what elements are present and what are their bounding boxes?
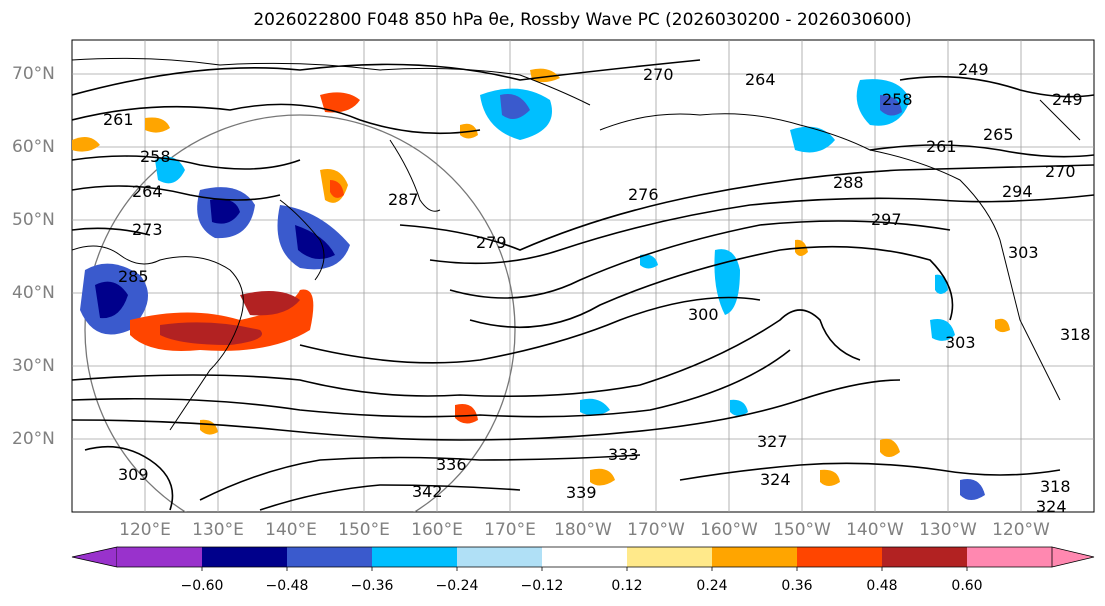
lon-label: 170°W [627, 520, 685, 540]
colorbar-tick-label: 0.60 [951, 578, 983, 594]
colorbar-segment [627, 547, 712, 567]
lat-label: 70°N [12, 64, 55, 84]
contour-label: 300 [688, 305, 719, 324]
contour-labels: 270 264 249 258 261 261 265 249 258 264 … [103, 60, 1091, 516]
lon-label: 160°E [411, 520, 463, 540]
lat-label: 50°N [12, 210, 55, 230]
range-ring [84, 114, 516, 512]
lat-label: 40°N [12, 283, 55, 303]
contour-label: 258 [882, 90, 913, 109]
contour-label: 264 [132, 182, 163, 201]
colorbar-tick-label: 0.12 [611, 578, 643, 594]
contour-label: 303 [1008, 243, 1039, 262]
coastlines [72, 57, 1081, 431]
colorbar-segment [117, 547, 202, 567]
colorbar-tick-label: 0.48 [866, 578, 898, 594]
lon-label: 160°W [700, 520, 758, 540]
lat-label: 60°N [12, 137, 55, 157]
contour-label: 336 [436, 455, 467, 474]
theta-e-contours [72, 59, 1094, 511]
lon-label: 130°E [192, 520, 244, 540]
graticule [72, 40, 1094, 512]
contour-label: 273 [132, 220, 163, 239]
lon-label: 150°W [773, 520, 831, 540]
map-title: 2026022800 F048 850 hPa θe, Rossby Wave … [253, 10, 912, 30]
contour-label: 261 [926, 137, 957, 156]
lon-label: 120°W [992, 520, 1050, 540]
colorbar-segment [542, 547, 627, 567]
contour-label: 333 [608, 445, 639, 464]
contour-label: 294 [1002, 182, 1033, 201]
contour-label: 318 [1060, 325, 1091, 344]
lon-label: 130°W [919, 520, 977, 540]
contour-label: 249 [1052, 90, 1083, 109]
contour-label: 324 [760, 470, 791, 489]
contour-label: 288 [833, 173, 864, 192]
lat-label: 30°N [12, 356, 55, 376]
colorbar-segment [202, 547, 287, 567]
contour-label: 287 [388, 190, 419, 209]
lon-label: 140°E [265, 520, 317, 540]
lon-label: 170°E [484, 520, 536, 540]
colorbar-segment [287, 547, 372, 567]
lon-label: 180°W [554, 520, 612, 540]
contour-label: 279 [476, 233, 507, 252]
lat-label: 20°N [12, 429, 55, 449]
colorbar-tick-label: −0.60 [180, 578, 224, 594]
contour-label: 297 [871, 210, 902, 229]
contour-label: 342 [412, 482, 443, 501]
colorbar-segment [712, 547, 797, 567]
contour-label: 264 [745, 70, 776, 89]
lon-label: 140°W [846, 520, 904, 540]
contour-label: 303 [945, 333, 976, 352]
colorbar-segment [372, 547, 457, 567]
contour-label: 324 [1036, 497, 1067, 516]
colorbar-extend-high [1051, 546, 1095, 568]
colorbar-extend-low [71, 546, 118, 568]
colorbar [71, 546, 1095, 571]
contour-label: 270 [1045, 162, 1076, 181]
colorbar-tick-label: −0.12 [520, 578, 564, 594]
contour-label: 276 [628, 185, 659, 204]
colorbar-tick-label: 0.36 [781, 578, 813, 594]
contour-label: 327 [757, 432, 788, 451]
contour-label: 261 [103, 110, 134, 129]
contour-label: 318 [1040, 477, 1071, 496]
contour-label: 249 [958, 60, 989, 79]
contour-label: 285 [118, 267, 149, 286]
lon-label: 120°E [119, 520, 171, 540]
contour-label: 265 [983, 125, 1014, 144]
colorbar-segment [457, 547, 542, 567]
contour-label: 309 [118, 465, 149, 484]
colorbar-tick-label: −0.36 [350, 578, 394, 594]
colorbar-segment [967, 547, 1052, 567]
colorbar-segment [797, 547, 882, 567]
colorbar-tick-label: 0.24 [696, 578, 728, 594]
colorbar-segment [882, 547, 967, 567]
colorbar-tick-label: −0.24 [435, 578, 479, 594]
contour-label: 339 [566, 483, 597, 502]
colorbar-tick-label: −0.48 [265, 578, 309, 594]
contour-label: 258 [140, 147, 171, 166]
contour-label: 270 [643, 65, 674, 84]
lon-label: 150°E [338, 520, 390, 540]
